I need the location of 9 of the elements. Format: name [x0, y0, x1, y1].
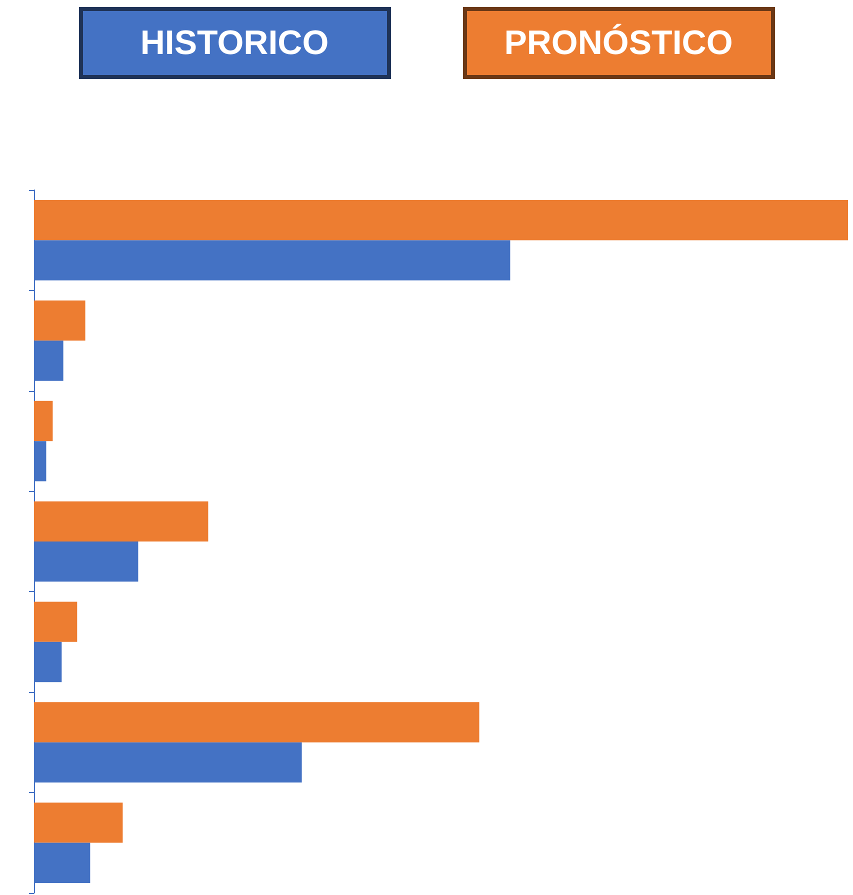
bar	[34, 702, 480, 742]
bar	[34, 602, 78, 642]
bar	[34, 400, 53, 442]
bar	[34, 802, 123, 843]
text: PRONÓSTICO	[462, 7, 774, 79]
text: HISTORICO	[78, 7, 390, 79]
bar	[34, 300, 86, 341]
bar	[34, 200, 848, 240]
bar	[34, 501, 208, 542]
